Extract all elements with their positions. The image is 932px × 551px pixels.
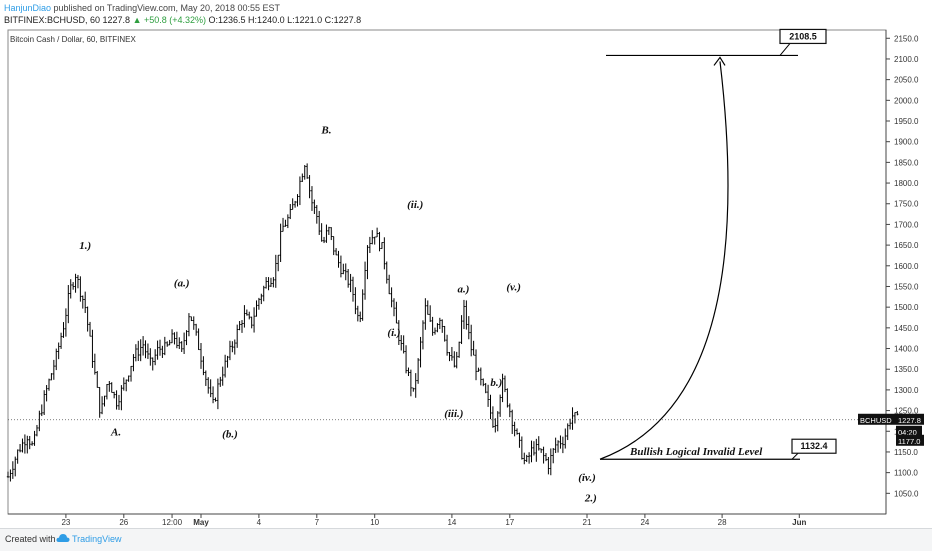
wave-label: (iv.) xyxy=(578,472,596,484)
publish-line: HanjunDiao published on TradingView.com,… xyxy=(4,3,280,13)
chart-title: Bitcoin Cash / Dollar, 60, BITFINEX xyxy=(10,35,136,44)
level-tag: 1177.0 xyxy=(896,434,924,446)
wave-label: (ii.) xyxy=(407,199,423,211)
y-tick-label: 1150.0 xyxy=(894,448,918,457)
invalid-value: 1132.4 xyxy=(800,441,827,451)
y-tick-label: 1400.0 xyxy=(894,345,919,354)
ohlc-values: O:1236.5 H:1240.0 L:1221.0 C:1227.8 xyxy=(206,15,362,25)
y-tick-label: 1100.0 xyxy=(894,469,918,478)
tag-symbol: BCHUSD xyxy=(860,416,892,425)
countdown-tag: 04:20 xyxy=(896,425,922,437)
drawings xyxy=(8,43,886,460)
tag-level: 1177.0 xyxy=(898,437,920,446)
x-tick-label: 12:00 xyxy=(162,518,183,527)
x-tick-label: Jun xyxy=(792,518,806,527)
y-tick-label: 1600.0 xyxy=(894,262,919,271)
wave-label: (iii.) xyxy=(444,408,463,420)
created-with-text: Created with xyxy=(5,534,56,544)
target-callout[interactable]: 2108.5 xyxy=(779,28,827,45)
symbol-price: BITFINEX:BCHUSD, 60 1227.8 xyxy=(4,15,131,25)
invalid-callout-leader xyxy=(791,452,799,460)
wave-label: B. xyxy=(320,124,331,136)
x-tick-label: 4 xyxy=(257,518,262,527)
target-callout-leader xyxy=(779,43,791,56)
x-tick-label: 28 xyxy=(718,518,727,527)
wave-label: 2.) xyxy=(584,493,597,505)
projection-arrow xyxy=(599,61,729,460)
y-tick-label: 1500.0 xyxy=(894,303,919,312)
y-tick-label: 2100.0 xyxy=(894,55,919,64)
y-tick-label: 1700.0 xyxy=(894,220,919,229)
tradingview-cloud-icon xyxy=(56,534,70,542)
author-link[interactable]: HanjunDiao xyxy=(4,3,52,13)
y-tick-labels: 1050.01100.01150.01200.01250.01300.01350… xyxy=(886,34,919,498)
tag-countdown: 04:20 xyxy=(898,428,917,437)
y-tick-label: 1550.0 xyxy=(894,282,919,291)
x-tick-label: 26 xyxy=(119,518,128,527)
x-tick-labels: 23 26 12:00 May 4 7 10 14 17 21 24 28 Jun xyxy=(61,514,807,527)
wave-label: 1.) xyxy=(79,240,91,252)
y-tick-label: 1950.0 xyxy=(894,117,919,126)
invalid-callout[interactable]: 1132.4 xyxy=(791,438,837,454)
y-tick-label: 1450.0 xyxy=(894,324,919,333)
x-tick-label: May xyxy=(193,518,209,527)
tag-last-value: 1227.8 xyxy=(898,416,921,425)
price-change: ▲ +50.8 (+4.32%) xyxy=(132,15,207,25)
y-tick-label: 1900.0 xyxy=(894,138,919,147)
wave-label: A. xyxy=(110,426,121,438)
x-tick-label: 14 xyxy=(447,518,456,527)
y-tick-label: 2000.0 xyxy=(894,96,919,105)
y-tick-label: 1800.0 xyxy=(894,179,919,188)
y-tick-label: 1850.0 xyxy=(894,158,919,167)
y-tick-label: 1050.0 xyxy=(894,489,919,498)
header-bar: HanjunDiao published on TradingView.com,… xyxy=(0,0,932,28)
wave-label: b.) xyxy=(490,377,502,389)
wave-label: (i.) xyxy=(387,327,400,339)
footer-bar: Created with TradingView xyxy=(0,528,932,551)
plot-area[interactable] xyxy=(7,29,887,515)
wave-label: (v.) xyxy=(506,282,521,294)
x-tick-label: 10 xyxy=(370,518,379,527)
target-value: 2108.5 xyxy=(789,31,817,41)
wave-label: (b.) xyxy=(222,428,238,440)
wave-label: a.) xyxy=(458,284,470,296)
chart-frame[interactable]: Bitcoin Cash / Dollar, 60, BITFINEX 1050… xyxy=(0,28,932,528)
publish-info: published on TradingView.com, May 20, 20… xyxy=(51,3,281,13)
x-tick-label: 21 xyxy=(583,518,592,527)
invalid-level-text: Bullish Logical Invalid Level xyxy=(629,446,763,458)
wave-labels: 1.) A. (a.) (b.) B. (i.) (ii.) (iii.) a.) b.) (v.)… xyxy=(79,124,597,504)
x-tick-label: 7 xyxy=(315,518,320,527)
price-chart[interactable]: Bitcoin Cash / Dollar, 60, BITFINEX 1050… xyxy=(0,28,932,528)
y-tick-label: 2150.0 xyxy=(894,34,919,43)
y-tick-label: 1650.0 xyxy=(894,241,919,250)
y-tick-label: 2050.0 xyxy=(894,76,919,85)
y-tick-label: 1250.0 xyxy=(894,407,919,416)
x-tick-label: 23 xyxy=(61,518,70,527)
y-tick-label: 1300.0 xyxy=(894,386,919,395)
last-price-tag: BCHUSD 1227.8 xyxy=(858,413,924,425)
y-tick-label: 1350.0 xyxy=(894,365,919,374)
price-bars xyxy=(6,163,579,482)
x-tick-label: 24 xyxy=(640,518,649,527)
wave-label: (a.) xyxy=(174,277,190,289)
y-tick-label: 1750.0 xyxy=(894,200,919,209)
quote-line: BITFINEX:BCHUSD, 60 1227.8 ▲ +50.8 (+4.3… xyxy=(4,15,361,25)
arrow-head xyxy=(713,56,726,66)
tradingview-link[interactable]: TradingView xyxy=(72,534,122,544)
x-tick-label: 17 xyxy=(505,518,514,527)
